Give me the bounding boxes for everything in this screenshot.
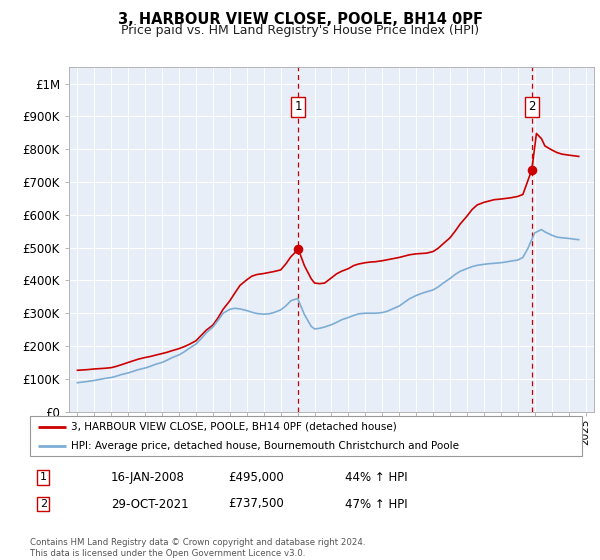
Text: Price paid vs. HM Land Registry's House Price Index (HPI): Price paid vs. HM Land Registry's House … <box>121 24 479 37</box>
Text: 1: 1 <box>40 472 47 482</box>
Text: £737,500: £737,500 <box>228 497 284 511</box>
Text: 3, HARBOUR VIEW CLOSE, POOLE, BH14 0PF: 3, HARBOUR VIEW CLOSE, POOLE, BH14 0PF <box>118 12 482 27</box>
Text: 1: 1 <box>295 100 302 113</box>
Text: 47% ↑ HPI: 47% ↑ HPI <box>345 497 407 511</box>
Text: 2: 2 <box>528 100 536 113</box>
Text: 3, HARBOUR VIEW CLOSE, POOLE, BH14 0PF (detached house): 3, HARBOUR VIEW CLOSE, POOLE, BH14 0PF (… <box>71 422 397 432</box>
Text: 2: 2 <box>40 499 47 509</box>
Text: Contains HM Land Registry data © Crown copyright and database right 2024.
This d: Contains HM Land Registry data © Crown c… <box>30 538 365 558</box>
Point <box>293 245 303 254</box>
Text: 44% ↑ HPI: 44% ↑ HPI <box>345 470 407 484</box>
Text: £495,000: £495,000 <box>228 470 284 484</box>
Point <box>527 165 536 174</box>
Text: HPI: Average price, detached house, Bournemouth Christchurch and Poole: HPI: Average price, detached house, Bour… <box>71 441 460 450</box>
FancyBboxPatch shape <box>30 416 582 456</box>
Text: 29-OCT-2021: 29-OCT-2021 <box>111 497 188 511</box>
Text: 16-JAN-2008: 16-JAN-2008 <box>111 470 185 484</box>
